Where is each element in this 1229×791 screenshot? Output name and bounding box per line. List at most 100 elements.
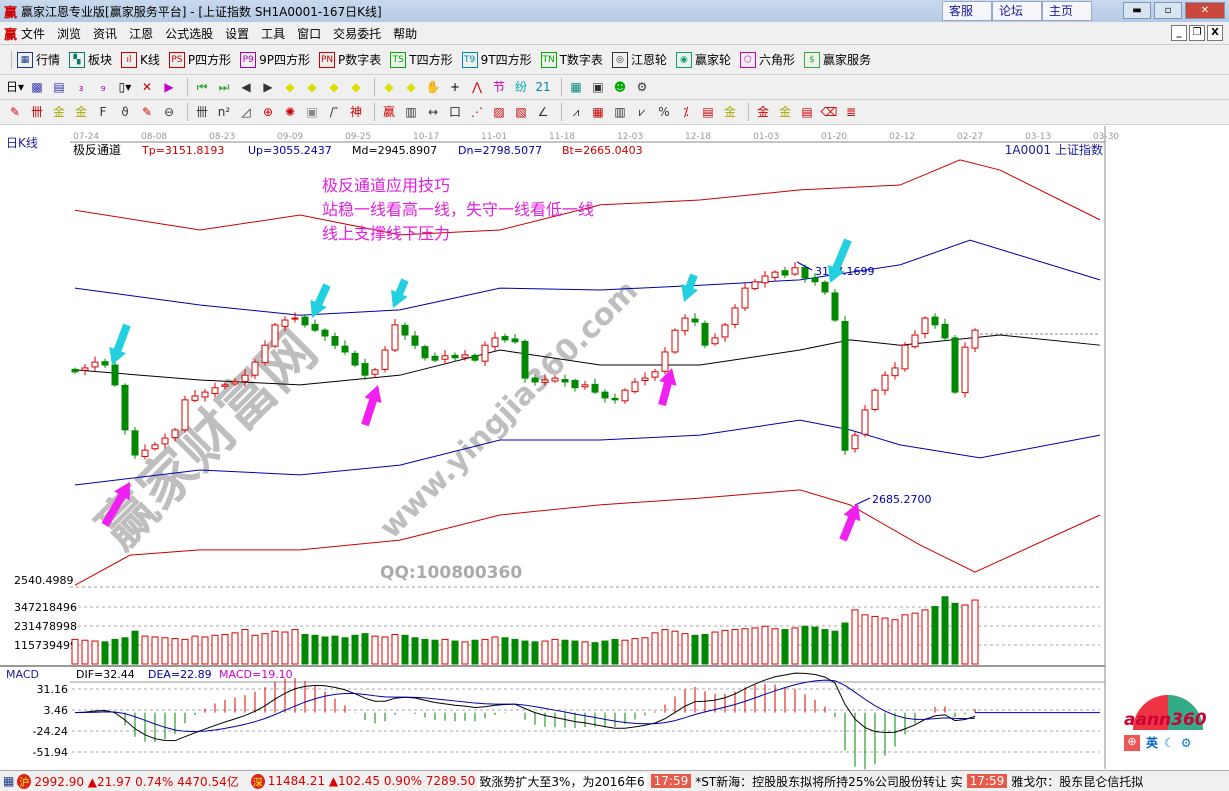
pen-icon[interactable]: ✎ [9,105,21,119]
last-icon[interactable]: ⏭ [218,80,230,94]
mdi-restore-button[interactable]: ❐ [1189,25,1205,41]
shrink-h-icon[interactable]: ◆ [351,80,361,94]
toolbar-button-11[interactable]: ⬡ 六角形 [739,51,795,68]
brush-icon[interactable]: ✎ [141,105,153,119]
toolbar-button-6[interactable]: TS T四方形 [390,51,453,68]
flag-icon[interactable]: ▶ [164,80,174,94]
gold5-icon[interactable]: 金 [778,105,791,119]
toolbar-button-9[interactable]: ◎ 江恩轮 [611,51,667,68]
gold4-icon[interactable]: 金 [756,105,769,119]
left-diamond-icon[interactable]: ◆ [285,80,295,94]
n2-icon[interactable]: n² [217,105,231,119]
gann-icon[interactable]: 纷 [514,80,527,94]
width-icon[interactable]: ↔ [427,105,439,119]
grid-icon[interactable]: ▦ [592,105,604,119]
menu-item-2[interactable]: 资讯 [93,26,118,41]
people-icon[interactable]: ☻ [613,80,627,94]
indicator3-icon[interactable]: ₃ [78,80,84,94]
chart-icon[interactable]: ▩ [31,80,43,94]
gold2-icon[interactable]: 金 [74,105,87,119]
bars-icon[interactable]: ▥ [614,105,626,119]
network-icon[interactable]: ⚙ [636,80,648,94]
calculator-icon[interactable]: ▦ [570,80,582,94]
toolbar-button-12[interactable]: $ 赢家服务 [803,51,871,68]
fan-box2-icon[interactable]: ▧ [515,105,527,119]
triangle-icon[interactable]: ◿ [241,105,251,119]
period-day-icon[interactable]: 日▾ [6,80,25,94]
right-icon[interactable]: ▶ [263,80,273,94]
vpattern-icon[interactable]: ⩗ [638,105,646,119]
ruler-icon[interactable]: ▥ [405,105,417,119]
minimize-button[interactable]: ▬ [1123,2,1151,19]
menu-item-3[interactable]: 江恩 [129,26,154,41]
ime-indicator[interactable]: 英 [1146,736,1159,750]
calendar-icon[interactable]: 21 [535,80,551,94]
customer-service-link[interactable]: 客服 [942,1,992,21]
first-icon[interactable]: ⏮ [196,80,208,94]
toolbar-button-7[interactable]: T9 9T四方形 [461,51,532,68]
angle-icon[interactable]: ∠ [537,105,549,119]
candle-type-icon[interactable]: ▯▾ [118,80,132,94]
win-icon[interactable]: 赢 [382,105,395,119]
percent-icon[interactable]: % [658,105,670,119]
left-icon[interactable]: ◀ [241,80,251,94]
line-draw-icon[interactable]: ⋀ [472,80,482,94]
homepage-link[interactable]: 主页 [1042,1,1092,21]
fan-icon[interactable]: ⋰ [471,105,483,119]
gold3-icon[interactable]: 金 [723,105,736,119]
toolbar-button-4[interactable]: P9 9P四方形 [240,51,310,68]
menu-item-5[interactable]: 设置 [225,26,250,41]
bookmark-icon[interactable]: ▤ [801,105,813,119]
zigzag-icon[interactable]: ⩘ [572,105,580,119]
menu-item-8[interactable]: 交易委托 [333,26,382,41]
settings-icon[interactable]: ⚙ [1180,735,1192,750]
crosshair-icon[interactable]: + [449,80,461,94]
square-web-icon[interactable]: ▣ [306,105,318,119]
menu-item-0[interactable]: 文件 [21,26,46,41]
mdi-close-button[interactable]: X [1207,25,1223,41]
fib-icon[interactable]: F [99,105,107,119]
mdi-minimize-button[interactable]: _ [1171,25,1187,41]
right-diamond-icon[interactable]: ◆ [307,80,317,94]
toolbar-button-3[interactable]: PS P四方形 [168,51,231,68]
toolbar-button-2[interactable]: ıl K线 [121,51,160,68]
menu-item-1[interactable]: 浏览 [57,26,82,41]
toolbar-button-1[interactable]: ▚ 板块 [69,51,112,68]
toolbar-button-5[interactable]: PN P数字表 [319,51,381,68]
god-icon[interactable]: 神 [349,105,362,119]
section-icon[interactable]: 节 [492,80,505,94]
chart-area[interactable] [0,126,1229,769]
parallel-icon[interactable]: 卌 [195,105,208,119]
hand-icon[interactable]: ✋ [425,80,441,94]
news-ticker-2[interactable]: *ST新海：控股股东拟将所持25%公司股份转让 实 [695,774,963,789]
menu-item-7[interactable]: 窗口 [297,26,322,41]
circle-icon[interactable]: ⊖ [163,105,175,119]
close-button[interactable]: ✕ [1185,2,1225,19]
news-ticker-3[interactable]: 雅戈尔：股东昆仑信托拟 [1011,774,1144,789]
maximize-button[interactable]: ▫ [1154,2,1182,19]
expand-v-icon[interactable]: ◆ [384,80,394,94]
menu-item-6[interactable]: 工具 [261,26,286,41]
tick-icon[interactable]: /″ [329,105,339,119]
web-icon[interactable]: ✺ [284,105,296,119]
erase-icon[interactable]: ⌫ [820,105,838,119]
toolbar-button-10[interactable]: ◉ 赢家轮 [675,51,731,68]
gold1-icon[interactable]: 金 [52,105,65,119]
toolbar-button-0[interactable]: ▦ 行情 [17,51,60,68]
target-icon[interactable]: ⊕ [262,105,274,119]
menu-item-9[interactable]: 帮助 [393,26,418,41]
fan-box-icon[interactable]: ▨ [493,105,505,119]
forum-link[interactable]: 论坛 [992,1,1042,21]
toolbar-button-8[interactable]: TN T数字表 [540,51,603,68]
ratio-icon[interactable]: ⁒ [683,105,689,119]
box-icon[interactable]: 口 [448,105,461,119]
shrink-v-icon[interactable]: ◆ [406,80,416,94]
sh-index-quote[interactable]: 2992.90 ▲21.97 0.74% 4470.54亿 [34,774,239,789]
notes-icon[interactable]: ▤ [53,80,65,94]
expand-h-icon[interactable]: ◆ [329,80,339,94]
monitor-icon[interactable]: ▣ [592,80,604,94]
calendar2-icon[interactable]: ▤ [702,105,714,119]
news-ticker-1[interactable]: 致涨势扩大至3%，为2016年6 [477,772,647,790]
quote-board-icon[interactable]: ▦ [3,774,15,788]
staircase-icon[interactable]: ≣ [845,105,857,119]
